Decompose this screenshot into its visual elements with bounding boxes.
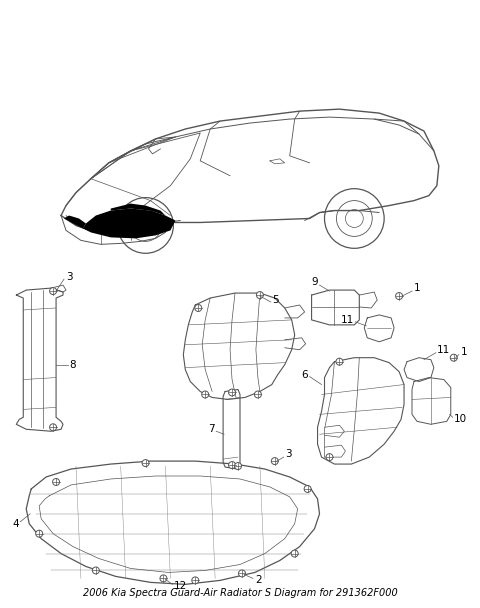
Circle shape	[92, 567, 99, 574]
Text: 3: 3	[66, 272, 72, 282]
Circle shape	[239, 570, 245, 577]
Circle shape	[291, 550, 298, 557]
Text: 12: 12	[173, 581, 187, 592]
Text: 8: 8	[69, 360, 76, 370]
Text: 2: 2	[255, 575, 262, 586]
Circle shape	[256, 292, 264, 299]
Text: 1: 1	[461, 347, 468, 357]
Polygon shape	[64, 215, 86, 229]
Text: 4: 4	[12, 519, 19, 529]
Text: 11: 11	[437, 345, 450, 354]
Text: 6: 6	[301, 370, 308, 379]
Circle shape	[304, 485, 311, 492]
Text: 5: 5	[272, 295, 278, 305]
Circle shape	[202, 391, 209, 398]
Circle shape	[49, 288, 57, 294]
Circle shape	[228, 461, 236, 469]
Text: 1: 1	[414, 283, 420, 293]
Circle shape	[326, 454, 333, 461]
Circle shape	[254, 391, 262, 398]
Text: 11: 11	[341, 315, 354, 325]
Circle shape	[36, 530, 43, 537]
Circle shape	[195, 305, 202, 311]
Circle shape	[142, 460, 149, 466]
Polygon shape	[83, 209, 175, 238]
Circle shape	[450, 354, 457, 361]
Circle shape	[49, 424, 57, 430]
Text: 7: 7	[208, 424, 215, 434]
Polygon shape	[111, 204, 166, 215]
Text: 3: 3	[285, 449, 291, 459]
Circle shape	[336, 358, 343, 365]
Circle shape	[271, 458, 278, 465]
Text: 10: 10	[454, 414, 467, 424]
Circle shape	[53, 478, 60, 485]
Circle shape	[228, 389, 236, 396]
Text: 2006 Kia Spectra Guard-Air Radiator S Diagram for 291362F000: 2006 Kia Spectra Guard-Air Radiator S Di…	[83, 589, 397, 598]
Text: 9: 9	[311, 277, 318, 287]
Circle shape	[160, 575, 167, 582]
Circle shape	[192, 577, 199, 584]
Circle shape	[235, 463, 241, 469]
Circle shape	[396, 292, 403, 300]
